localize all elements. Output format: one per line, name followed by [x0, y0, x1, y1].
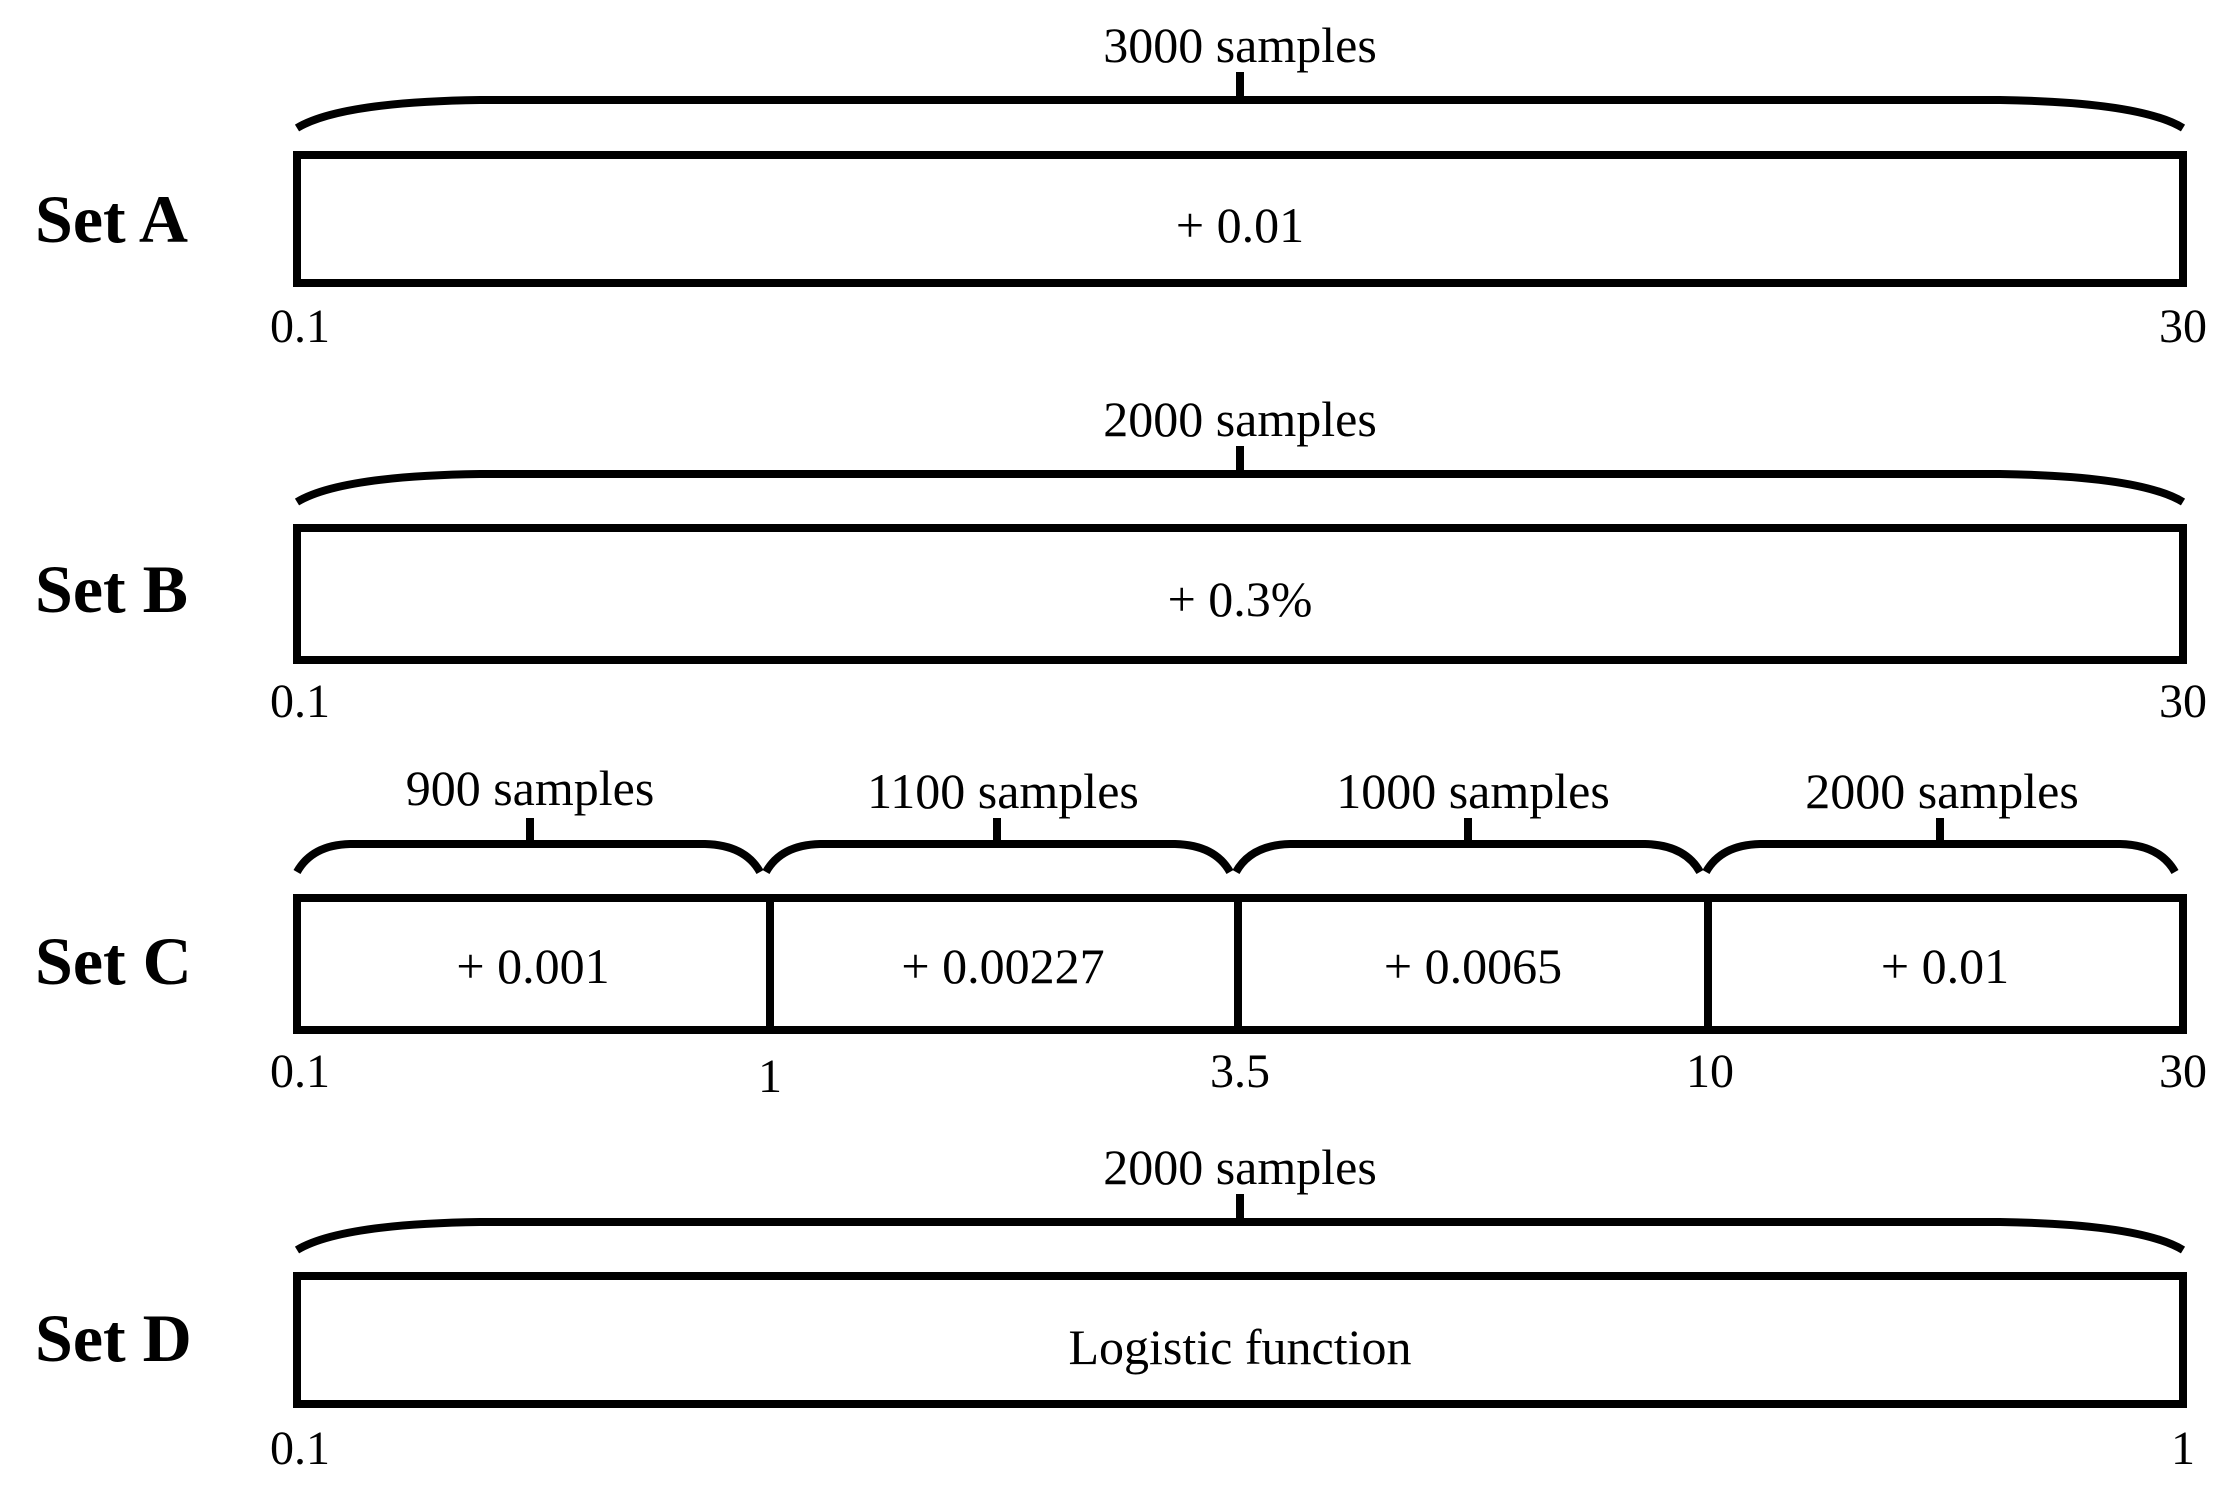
set-b-row: Set B 2000 samples + 0.3% 0.1 30 — [35, 391, 2207, 728]
set-c-tick-5: 30 — [2159, 1045, 2207, 1098]
set-b-increment: + 0.3% — [1168, 571, 1313, 627]
set-d-samples-label: 2000 samples — [1103, 1139, 1377, 1195]
set-c-tick-2: 1 — [758, 1050, 782, 1103]
set-c-row: Set C 900 samples 1100 samples 1000 samp… — [35, 760, 2207, 1103]
set-a-bar — [293, 151, 2187, 287]
set-c-label: Set C — [35, 923, 192, 999]
set-d-tick-end: 1 — [2171, 1422, 2195, 1475]
set-c-tick-1: 0.1 — [270, 1045, 330, 1098]
set-a-brace — [294, 72, 2186, 132]
set-c-tick-3: 3.5 — [1210, 1045, 1270, 1098]
set-c-samples-label-1: 900 samples — [406, 760, 655, 816]
set-a-increment: + 0.01 — [1176, 197, 1304, 253]
set-c-increment-3: + 0.0065 — [1384, 938, 1562, 994]
set-a-tick-start: 0.1 — [270, 300, 330, 353]
set-d-function-label: Logistic function — [1069, 1319, 1412, 1375]
set-d-brace — [294, 1194, 2186, 1254]
set-c-brace-2 — [762, 818, 1234, 875]
set-b-brace — [294, 446, 2186, 506]
set-c-increment-4: + 0.01 — [1881, 938, 2009, 994]
set-a-label: Set A — [35, 181, 188, 257]
set-a-tick-end: 30 — [2159, 300, 2207, 353]
set-b-tick-start: 0.1 — [270, 675, 330, 728]
set-a-row: Set A 3000 samples + 0.01 0.1 30 — [35, 17, 2207, 353]
set-b-label: Set B — [35, 551, 188, 627]
set-c-samples-label-3: 1000 samples — [1336, 763, 1610, 819]
set-c-increment-2: + 0.00227 — [901, 938, 1104, 994]
set-d-tick-start: 0.1 — [270, 1422, 330, 1475]
set-d-row: Set D 2000 samples Logistic function 0.1… — [35, 1139, 2195, 1475]
set-a-samples-label: 3000 samples — [1103, 17, 1377, 73]
set-c-brace-4 — [1702, 818, 2179, 875]
set-c-brace-3 — [1232, 818, 1704, 875]
set-d-bar — [293, 1272, 2187, 1408]
set-c-increment-1: + 0.001 — [456, 938, 609, 994]
set-c-brace-1 — [293, 818, 764, 875]
set-c-samples-label-4: 2000 samples — [1805, 763, 2079, 819]
set-c-samples-label-2: 1100 samples — [867, 763, 1139, 819]
set-b-samples-label: 2000 samples — [1103, 391, 1377, 447]
set-b-bar — [293, 524, 2187, 664]
set-c-tick-4: 10 — [1686, 1045, 1734, 1098]
set-d-label: Set D — [35, 1300, 192, 1376]
set-b-tick-end: 30 — [2159, 675, 2207, 728]
